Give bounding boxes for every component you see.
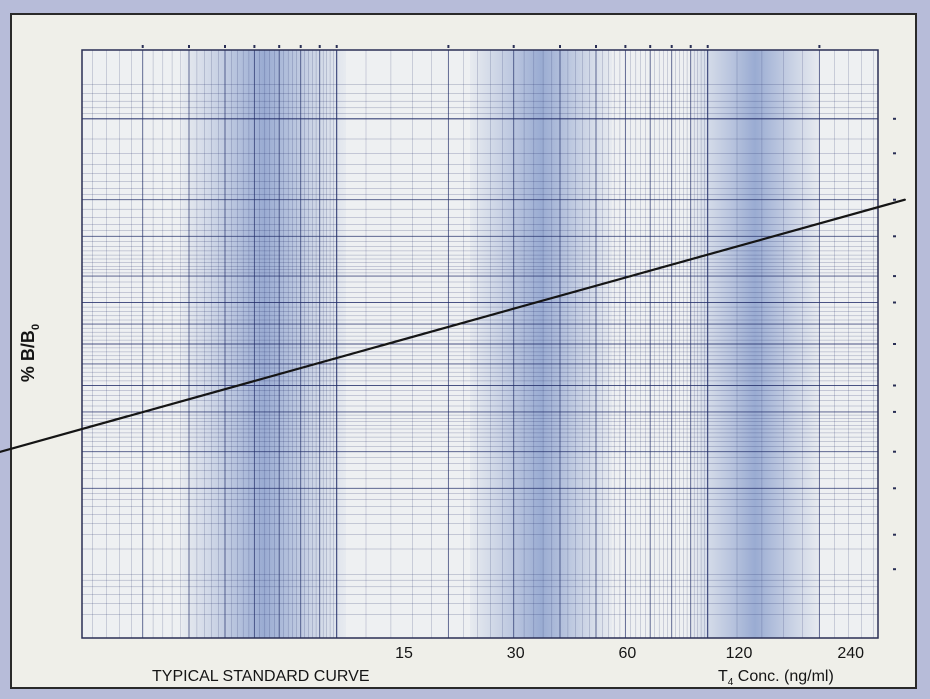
right-tick-mark [893, 410, 896, 413]
plot-border [81, 49, 879, 639]
right-tick-mark [893, 117, 896, 120]
top-tick-mark [299, 45, 302, 48]
right-tick-mark [893, 198, 896, 201]
top-tick-mark [188, 45, 190, 48]
top-tick-mark [335, 45, 338, 48]
right-tick-mark [893, 152, 896, 155]
top-tick-mark [670, 45, 673, 48]
top-tick-mark [595, 45, 597, 48]
x-tick-label: 120 [725, 645, 753, 662]
x-tick-label: 60 [618, 645, 637, 662]
right-tick-mark [893, 487, 896, 490]
right-tick-mark [893, 301, 896, 304]
chart-caption: TYPICAL STANDARD CURVE [152, 668, 370, 685]
top-tick-mark [141, 45, 144, 48]
top-tick-mark [689, 45, 692, 48]
top-tick-mark [512, 45, 515, 48]
top-tick-mark [559, 45, 561, 48]
top-tick-mark [624, 45, 627, 48]
x-tick-label: 240 [837, 645, 865, 662]
right-tick-mark [893, 450, 896, 453]
right-tick-mark [893, 343, 896, 345]
top-tick-mark [447, 45, 450, 48]
top-tick-mark [253, 45, 256, 48]
right-tick-mark [893, 235, 896, 238]
standard-curve-line [0, 198, 906, 454]
y-axis-label: % B/B0 [18, 323, 42, 383]
right-tick-mark [893, 275, 896, 278]
right-tick-mark [893, 568, 896, 571]
top-tick-mark [649, 45, 652, 48]
top-tick-mark [318, 45, 321, 48]
top-tick-mark [818, 45, 821, 48]
x-tick-label: 30 [506, 645, 525, 662]
right-tick-mark [893, 533, 896, 536]
top-tick-mark [224, 45, 226, 48]
x-tick-label: 15 [395, 645, 413, 662]
x-axis-label: T4 Conc. (ng/ml) [718, 668, 834, 689]
top-tick-mark [706, 45, 709, 48]
right-tick-mark [893, 384, 896, 387]
top-tick-mark [278, 45, 281, 48]
